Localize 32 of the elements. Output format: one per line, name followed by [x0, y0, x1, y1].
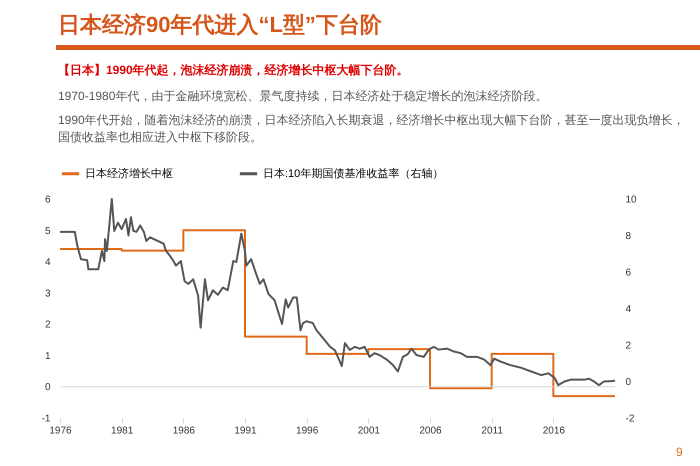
- x-tick-label: 2001: [358, 426, 380, 436]
- chart-title: 日本经济90年代进入“L型”下台阶: [58, 11, 382, 39]
- y-tick-label: 6: [44, 194, 51, 206]
- text: 9: [676, 444, 683, 461]
- chart-subtitle: 【日本】1990年代起，泡沫经济崩溃，经济增长中枢大幅下台阶。: [58, 62, 409, 79]
- x-tick-label: 2006: [419, 426, 442, 436]
- text: 1990年代开始，随着泡沫经济的崩溃，日本经济陷入长期衰退，经济增长中枢出现大幅下台阶，甚至一度出现负增长，国债收益率也相应进入中枢下移阶段。: [58, 112, 686, 146]
- x-tick-label: 1986: [172, 426, 196, 436]
- y-tick-label: -1: [42, 414, 51, 424]
- y-tick-label: 2: [44, 320, 51, 331]
- x-tick-label: 1981: [111, 426, 134, 436]
- y-tick-label: 1: [44, 350, 51, 362]
- x-tick-label: 1976: [49, 426, 72, 436]
- y2-tick-label: 2: [626, 340, 632, 352]
- x-tick-label: 2011: [481, 426, 504, 436]
- y-tick-label: 3: [44, 288, 51, 300]
- y-tick-label: 0: [44, 382, 51, 394]
- y2-tick-label: 0: [626, 377, 632, 388]
- y2-tick-label: 6: [626, 268, 632, 278]
- y2-tick-label: -2: [626, 414, 635, 424]
- legend-label: 日本:10年期国债基准收益率（右轴）: [263, 166, 444, 180]
- y-tick-label: 5: [44, 226, 51, 237]
- legend-label: 日本经济增长中枢: [85, 166, 173, 180]
- y2-tick-label: 10: [626, 194, 638, 206]
- x-tick-label: 2016: [542, 426, 566, 436]
- x-tick-label: 1991: [234, 426, 258, 436]
- y-tick-label: 4: [44, 257, 51, 268]
- x-tick-label: 1996: [296, 426, 319, 436]
- y2-tick-label: 8: [626, 231, 632, 242]
- line-series: [59, 198, 616, 386]
- y2-tick-label: 4: [626, 304, 632, 315]
- text: 1970-1980年代，由于金融环境宽松、景气度持续，日本经济处于稳定增长的泡沫经济阶段。: [58, 88, 548, 105]
